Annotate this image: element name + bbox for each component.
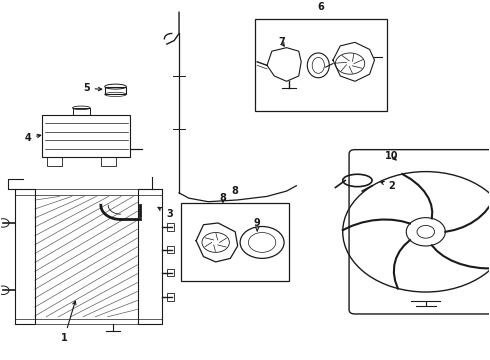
Text: 7: 7: [278, 37, 285, 47]
Text: 8: 8: [232, 186, 239, 197]
Text: 10: 10: [385, 151, 398, 161]
Bar: [105, 87, 126, 94]
Bar: [138, 189, 162, 324]
Bar: [167, 293, 174, 301]
Bar: [167, 224, 174, 230]
Text: 2: 2: [381, 181, 395, 191]
Bar: [167, 269, 174, 276]
Bar: [101, 157, 116, 166]
Text: 9: 9: [254, 218, 261, 231]
Text: 4: 4: [24, 133, 41, 143]
Bar: [15, 189, 162, 195]
Bar: [15, 189, 35, 324]
Bar: [15, 319, 162, 324]
Bar: [255, 19, 387, 111]
Text: 3: 3: [158, 207, 172, 219]
Bar: [73, 108, 90, 115]
Text: 6: 6: [318, 2, 324, 12]
Bar: [42, 115, 130, 157]
Bar: [167, 246, 174, 253]
Text: 5: 5: [83, 84, 102, 93]
Bar: [181, 203, 289, 282]
Text: 8: 8: [220, 193, 226, 203]
Text: 1: 1: [61, 301, 76, 343]
Bar: [47, 157, 62, 166]
